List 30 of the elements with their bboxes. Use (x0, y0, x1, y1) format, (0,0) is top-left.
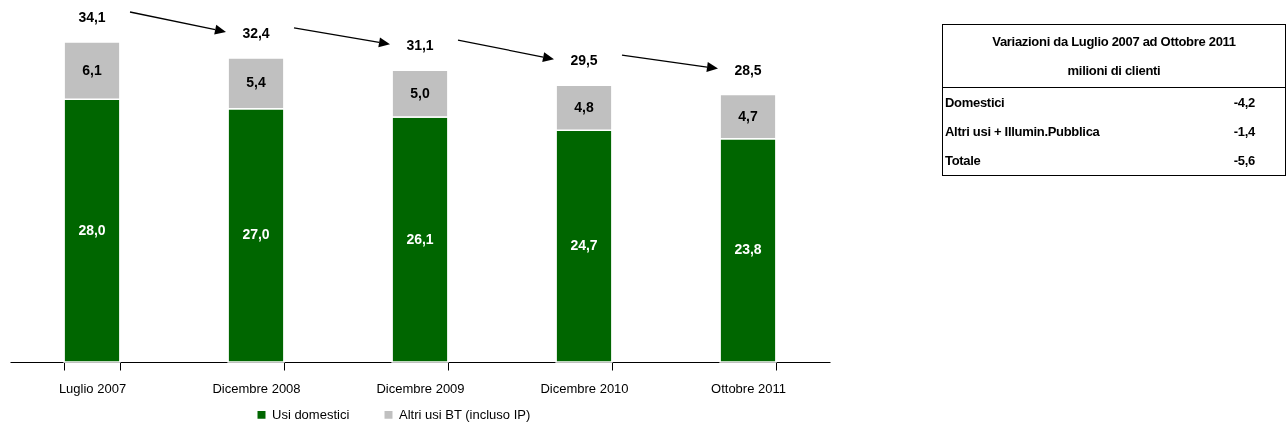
legend-label: Altri usi BT (incluso IP) (399, 406, 531, 422)
text: Domestici (945, 94, 1005, 112)
text: Altri usi + Illumin.Pubblica (945, 123, 1100, 141)
data-label: 23,8 (734, 241, 762, 258)
data-label: 26,1 (406, 230, 434, 247)
text: -1,4 (1233, 123, 1255, 141)
text: Totale (945, 152, 981, 170)
x-tick-label: Dicembre 2008 (212, 380, 301, 396)
text: -5,6 (1233, 152, 1255, 170)
data-label: 5,0 (410, 84, 430, 101)
total-label: 31,1 (406, 37, 434, 54)
text: Variazioni da Luglio 2007 ad Ottobre 2011 (991, 33, 1237, 51)
total-label: 28,5 (734, 61, 762, 78)
x-tick-label: Luglio 2007 (58, 380, 127, 396)
text: milioni di clienti (1066, 62, 1162, 80)
text: -4,2 (1233, 94, 1255, 112)
total-label: 32,4 (242, 24, 270, 41)
x-tick-label: Dicembre 2009 (376, 380, 465, 396)
data-label: 5,4 (246, 74, 266, 91)
total-label: 29,5 (570, 52, 598, 69)
legend-label: Usi domestici (272, 406, 350, 422)
total-label: 34,1 (78, 9, 106, 25)
data-label: 6,1 (82, 61, 102, 78)
data-label: 27,0 (242, 226, 270, 243)
data-label: 4,7 (738, 107, 758, 124)
x-tick-label: Dicembre 2010 (540, 380, 629, 396)
data-label: 24,7 (570, 237, 598, 254)
x-tick-label: Ottobre 2011 (711, 380, 786, 396)
data-label: 4,8 (574, 98, 594, 115)
data-label: 28,0 (78, 221, 106, 238)
